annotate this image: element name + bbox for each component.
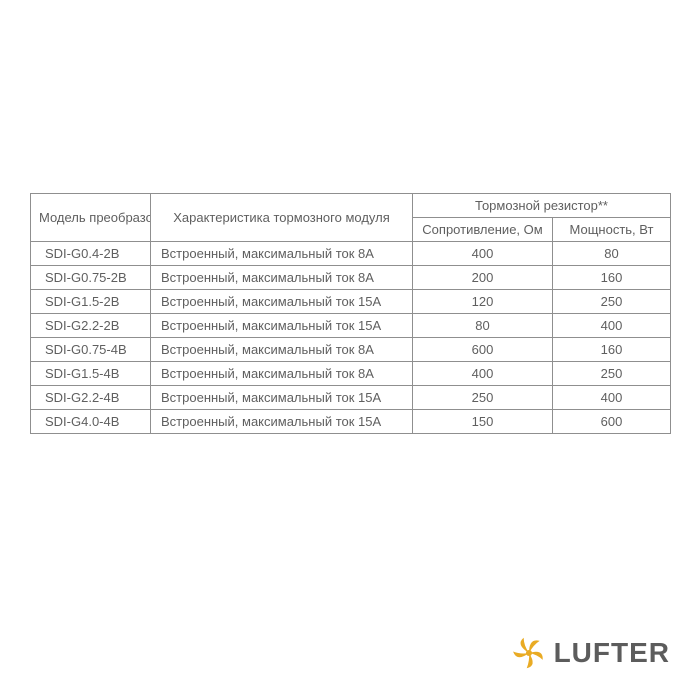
cell-characteristic: Встроенный, максимальный ток 8А	[151, 338, 413, 362]
cell-power: 80	[553, 242, 671, 266]
cell-model: SDI-G0.75-2B	[31, 266, 151, 290]
brand-name: LUFTER	[554, 637, 670, 669]
cell-power: 160	[553, 266, 671, 290]
spec-table-body: SDI-G0.4-2BВстроенный, максимальный ток …	[31, 242, 671, 434]
spec-table-container: Модель преобразователя частоты Характери…	[30, 193, 670, 434]
cell-model: SDI-G0.75-4B	[31, 338, 151, 362]
cell-resistance: 200	[413, 266, 553, 290]
cell-power: 250	[553, 362, 671, 386]
cell-characteristic: Встроенный, максимальный ток 15А	[151, 290, 413, 314]
cell-resistance: 250	[413, 386, 553, 410]
cell-power: 400	[553, 386, 671, 410]
cell-characteristic: Встроенный, максимальный ток 15А	[151, 410, 413, 434]
table-row: SDI-G4.0-4BВстроенный, максимальный ток …	[31, 410, 671, 434]
cell-resistance: 600	[413, 338, 553, 362]
col-header-resistance: Сопротивление, Ом	[413, 218, 553, 242]
cell-power: 250	[553, 290, 671, 314]
cell-resistance: 150	[413, 410, 553, 434]
cell-resistance: 400	[413, 362, 553, 386]
cell-resistance: 80	[413, 314, 553, 338]
table-row: SDI-G2.2-2BВстроенный, максимальный ток …	[31, 314, 671, 338]
col-header-characteristic: Характеристика тормозного модуля	[151, 194, 413, 242]
cell-characteristic: Встроенный, максимальный ток 8А	[151, 362, 413, 386]
cell-model: SDI-G4.0-4B	[31, 410, 151, 434]
cell-resistance: 400	[413, 242, 553, 266]
table-row: SDI-G0.75-4BВстроенный, максимальный ток…	[31, 338, 671, 362]
table-row: SDI-G0.4-2BВстроенный, максимальный ток …	[31, 242, 671, 266]
col-header-power: Мощность, Вт	[553, 218, 671, 242]
cell-model: SDI-G2.2-2B	[31, 314, 151, 338]
cell-power: 600	[553, 410, 671, 434]
fan-icon	[510, 634, 548, 672]
cell-model: SDI-G0.4-2B	[31, 242, 151, 266]
cell-model: SDI-G1.5-4B	[31, 362, 151, 386]
spec-table: Модель преобразователя частоты Характери…	[30, 193, 671, 434]
table-row: SDI-G2.2-4BВстроенный, максимальный ток …	[31, 386, 671, 410]
cell-characteristic: Встроенный, максимальный ток 15А	[151, 314, 413, 338]
cell-resistance: 120	[413, 290, 553, 314]
cell-model: SDI-G1.5-2B	[31, 290, 151, 314]
cell-model: SDI-G2.2-4B	[31, 386, 151, 410]
table-row: SDI-G0.75-2BВстроенный, максимальный ток…	[31, 266, 671, 290]
table-row: SDI-G1.5-4BВстроенный, максимальный ток …	[31, 362, 671, 386]
col-header-resistor-group: Тормозной резистор**	[413, 194, 671, 218]
cell-power: 160	[553, 338, 671, 362]
cell-characteristic: Встроенный, максимальный ток 8А	[151, 242, 413, 266]
table-row: SDI-G1.5-2BВстроенный, максимальный ток …	[31, 290, 671, 314]
brand-logo: LUFTER	[510, 634, 670, 672]
cell-characteristic: Встроенный, максимальный ток 15А	[151, 386, 413, 410]
cell-power: 400	[553, 314, 671, 338]
col-header-model: Модель преобразователя частоты	[31, 194, 151, 242]
cell-characteristic: Встроенный, максимальный ток 8А	[151, 266, 413, 290]
